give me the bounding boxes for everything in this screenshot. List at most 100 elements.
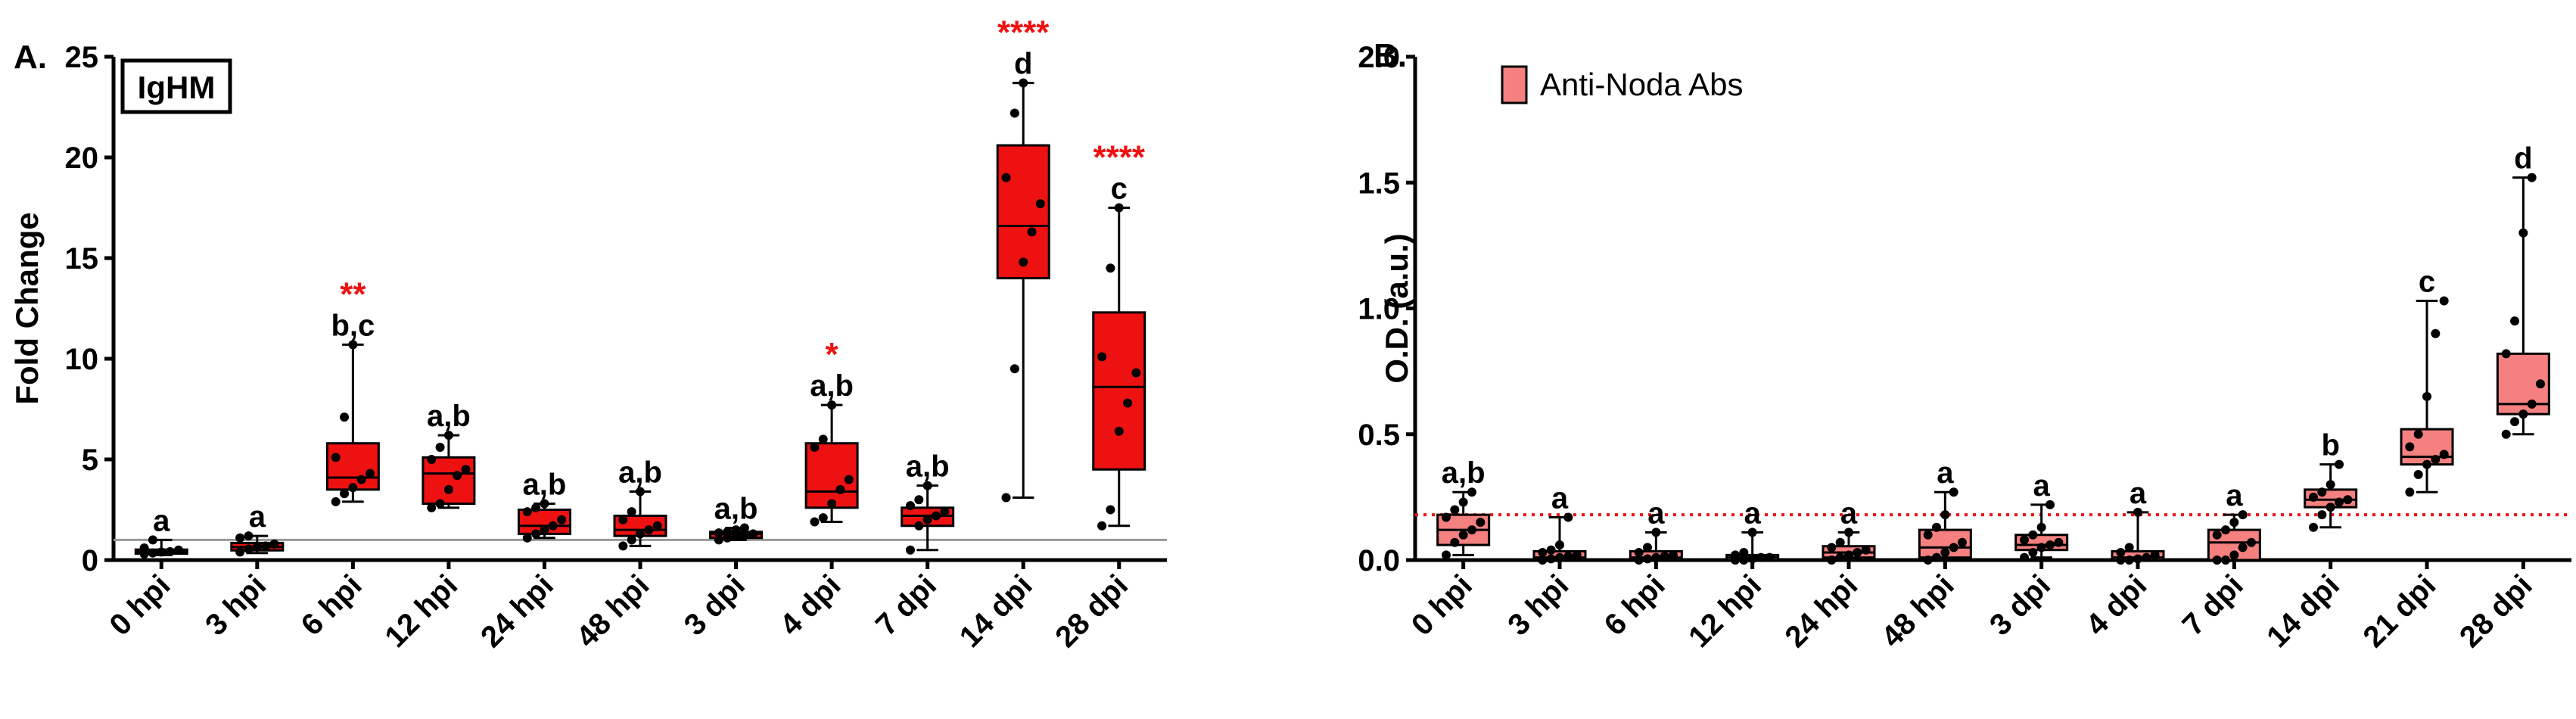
data-point: [2510, 316, 2519, 326]
data-point: [2247, 537, 2256, 547]
data-point: [1643, 543, 1652, 552]
data-point: [2405, 487, 2415, 497]
data-point: [157, 547, 166, 557]
group-letter: a: [2033, 469, 2051, 503]
data-point: [1739, 548, 1749, 558]
data-point: [244, 531, 254, 541]
x-tick-label: 12 hpi: [1682, 568, 1768, 654]
data-point: [2422, 391, 2431, 401]
group-letter: a: [153, 504, 170, 537]
data-point: [1844, 528, 1853, 537]
data-point: [748, 529, 758, 539]
data-point: [1923, 556, 1933, 565]
box-iqr: [1092, 311, 1146, 471]
data-point: [1467, 525, 1476, 535]
data-point: [1861, 545, 1871, 555]
group-letter: a: [2130, 477, 2147, 510]
group-letter: a,b: [714, 492, 758, 525]
group-letter: a: [1647, 496, 1665, 530]
data-point: [1949, 487, 1958, 497]
data-point: [2326, 503, 2335, 512]
x-tick-label: 14 dpi: [954, 568, 1039, 654]
x-tick-label: 14 dpi: [2260, 568, 2346, 654]
data-point: [2020, 535, 2029, 545]
data-point: [2046, 540, 2055, 550]
data-point: [2221, 556, 2230, 565]
data-point: [2335, 459, 2344, 469]
data-point: [261, 541, 271, 551]
data-point: [2124, 556, 2134, 565]
data-point: [2326, 480, 2335, 490]
data-point: [922, 481, 932, 490]
data-point: [2229, 518, 2239, 528]
group-letter: a: [1551, 481, 1569, 515]
data-point: [2229, 550, 2239, 560]
data-point: [522, 533, 532, 543]
significance-stars: ****: [997, 14, 1050, 51]
data-point: [1669, 550, 1678, 560]
data-point: [2028, 530, 2038, 540]
data-point: [1458, 497, 1468, 507]
y-tick-label: 15: [65, 242, 99, 275]
data-point: [1827, 556, 1837, 565]
group-letter: a,b: [427, 400, 471, 433]
data-point: [1010, 108, 1019, 118]
panel-label: B.: [1374, 37, 1407, 74]
data-point: [618, 541, 628, 551]
data-point: [173, 545, 183, 555]
data-point: [2238, 510, 2248, 520]
data-point: [1123, 398, 1133, 408]
data-point: [522, 507, 532, 517]
box-iqr: [996, 144, 1050, 280]
data-point: [2413, 469, 2423, 479]
group-letter: b,c: [331, 309, 375, 342]
x-tick-label: 3 hpi: [199, 568, 272, 642]
chart-title: IgHM: [138, 70, 216, 105]
data-point: [366, 468, 375, 478]
group-letter: a: [249, 500, 266, 534]
data-point: [1546, 554, 1556, 564]
data-point: [810, 443, 820, 453]
group-letter: a: [1840, 496, 1858, 530]
data-point: [1106, 263, 1115, 273]
data-point: [818, 434, 828, 444]
data-point: [1651, 528, 1661, 537]
data-point: [2413, 429, 2423, 439]
y-tick-label: 1.0: [1358, 293, 1400, 326]
data-point: [1019, 78, 1028, 88]
data-point: [1756, 552, 1766, 562]
group-letter: d: [1014, 48, 1032, 81]
data-point: [2036, 522, 2046, 532]
data-point: [2422, 459, 2431, 469]
significance-stars: **: [340, 275, 366, 313]
data-point: [1651, 552, 1661, 562]
data-point: [165, 546, 175, 556]
data-point: [1027, 227, 1037, 237]
data-point: [835, 484, 845, 494]
data-point: [914, 495, 924, 505]
data-point: [1853, 548, 1862, 558]
data-point: [2518, 228, 2528, 238]
group-letter: b: [2321, 429, 2339, 462]
data-point: [453, 471, 462, 481]
data-point: [1747, 528, 1757, 537]
data-point: [922, 515, 932, 524]
data-point: [557, 515, 567, 524]
box-iqr: [422, 456, 476, 506]
data-point: [1010, 364, 1019, 374]
data-point: [1940, 548, 1950, 558]
data-point: [1923, 530, 1933, 540]
data-point: [1835, 537, 1845, 547]
data-point: [2439, 450, 2449, 459]
y-tick-label: 5: [82, 444, 98, 477]
data-point: [435, 443, 445, 453]
x-tick-label: 7 dpi: [2176, 568, 2250, 642]
data-point: [148, 535, 157, 545]
data-point: [810, 517, 820, 527]
x-tick-label: 7 dpi: [870, 568, 943, 642]
data-point: [844, 475, 854, 484]
data-point: [540, 525, 549, 535]
data-point: [2431, 455, 2441, 464]
data-point: [1563, 512, 1573, 522]
